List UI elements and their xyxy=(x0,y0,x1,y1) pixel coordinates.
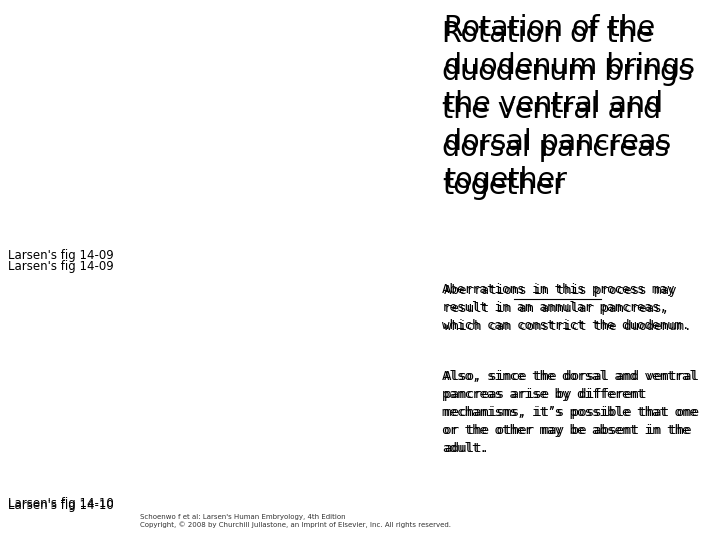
Text: Larsen's fig 14-10: Larsen's fig 14-10 xyxy=(8,497,114,510)
Text: Rotation of the
duodenum brings
the ventral and
dorsal pancreas
together: Rotation of the duodenum brings the vent… xyxy=(444,14,695,194)
Text: Rotation of the
duodenum brings
the ventral and
dorsal pancreas
together: Rotation of the duodenum brings the vent… xyxy=(442,20,693,200)
Text: Aberrations in this process may
result in an annular pancreas,
which can constri: Aberrations in this process may result i… xyxy=(442,283,690,332)
Text: Larsen's fig 14-09: Larsen's fig 14-09 xyxy=(8,260,114,273)
Text: Aberrations in this process may
result in an annular pancreas,
which can constri: Aberrations in this process may result i… xyxy=(444,284,691,333)
Text: Also, since the dorsal and ventral
pancreas arise by different
mechanisms, it’s : Also, since the dorsal and ventral pancr… xyxy=(444,370,699,455)
Text: Larsen's fig 14-09: Larsen's fig 14-09 xyxy=(8,249,114,262)
Text: Also, since the dorsal and ventral
pancreas arise by different
mechanisms, it’s : Also, since the dorsal and ventral pancr… xyxy=(442,370,697,455)
Text: Larsen's fig 14-10: Larsen's fig 14-10 xyxy=(8,499,114,512)
Text: Schoenwo f et al: Larsen's Human Embryology, 4th Edition
Copyright, © 2008 by Ch: Schoenwo f et al: Larsen's Human Embryol… xyxy=(140,514,451,528)
